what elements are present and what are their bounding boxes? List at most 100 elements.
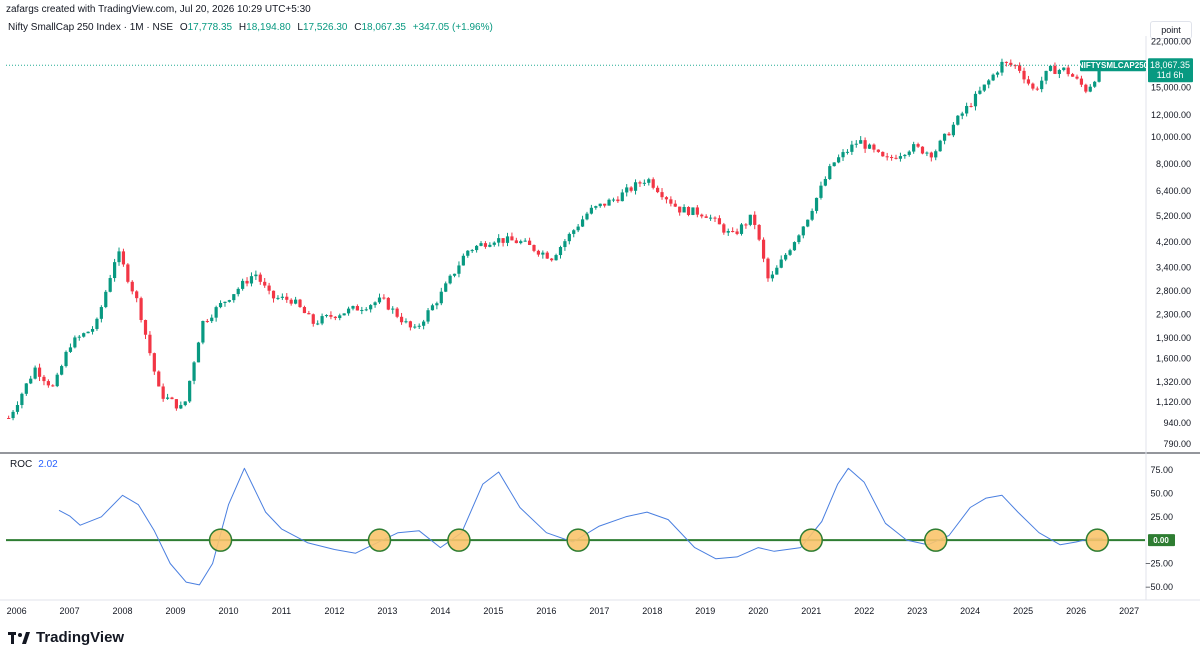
candle-body [991,74,995,81]
high-label: H [238,22,247,33]
candle-body [488,244,492,247]
candle-body [426,310,430,322]
candle-body [973,93,978,107]
candle-body [669,199,673,204]
candle-body [90,328,95,332]
candle-body [965,105,969,114]
candle-body [1088,86,1092,92]
candle-body [938,140,942,152]
candle-body [889,157,894,159]
candle-body [960,113,964,116]
candle-body [673,203,677,207]
price-tick-label: 5,200.00 [1156,211,1191,221]
candle-body [422,321,426,326]
roc-line [58,467,1103,586]
candle-body [554,255,558,261]
roc-tick-label: 75.00 [1150,465,1173,475]
candle-body [417,325,421,327]
candle-body [408,321,412,328]
candle-body [276,297,280,299]
candle-body [651,179,655,188]
candle-body [320,316,324,324]
roc-series: 0.00 [6,467,1175,586]
candle-body [329,315,333,317]
time-tick-label: 2025 [1013,606,1033,616]
candle-body [934,151,938,158]
candle-body [430,305,435,311]
candle-body [757,224,761,240]
candle-body [744,224,748,226]
candle-body [143,319,148,335]
candle-body [316,323,320,325]
candle-body [135,291,139,299]
candle-body [254,274,258,277]
candle-body [148,334,152,354]
candle-body [15,404,20,412]
candle-body [541,252,545,255]
candle-body [42,376,46,382]
candle-body [713,217,717,219]
time-tick-label: 2015 [483,606,503,616]
candle-body [797,235,801,243]
candle-body [947,133,951,136]
candle-body [404,321,408,323]
candle-body [364,309,368,311]
candle-body [1048,65,1053,71]
candle-body [770,274,774,279]
candle-body [894,157,898,159]
candle-body [360,309,364,311]
candle-body [205,320,209,322]
candle-body [214,307,218,318]
candle-body [810,210,814,220]
candle-body [307,313,311,315]
time-axis: 2006 2007 2008 2009 2010 2011 2012 2013 2014 2015… [7,606,1140,616]
candle-body [775,267,779,275]
candle-body [912,144,916,152]
price-tick-label: 790.00 [1163,439,1191,449]
candle-body [550,258,554,261]
time-tick-label: 2006 [7,606,27,616]
time-tick-label: 2023 [907,606,927,616]
zero-cross-marker [447,528,471,552]
candle-body [192,362,196,381]
candle-body [863,140,867,149]
candle-body [881,151,885,157]
candle-body [77,336,81,338]
candle-body [86,331,90,334]
candle-body [828,166,832,179]
candle-body [898,156,903,159]
candle-body [850,144,854,152]
time-tick-label: 2012 [324,606,344,616]
low-value: 17,526.30 [302,22,348,33]
candle-body [263,281,267,286]
candle-body [951,124,956,136]
roc-zero-badge [1148,534,1175,547]
candle-body [788,250,792,255]
candle-body [302,307,307,314]
candle-body [876,149,880,152]
open-label: O [179,22,188,33]
candle-body [298,299,302,308]
candle-body [722,224,726,233]
candle-body [218,302,223,308]
candle-body [492,242,496,245]
roc-name: ROC [10,459,33,470]
brand[interactable]: TradingView [8,629,124,646]
price-tick-label: 12,000.00 [1151,110,1191,120]
candle-body [196,342,201,363]
candle-body [527,240,532,245]
time-tick-label: 2016 [536,606,556,616]
candle-body [708,217,713,219]
candle-body [333,316,337,319]
candle-body [104,291,108,308]
scale-mode-button[interactable]: point [1150,21,1192,39]
candle-body [611,199,616,201]
candle-body [1018,65,1022,71]
candle-body [717,218,722,225]
candle-body [223,301,227,303]
zero-cross-marker [566,528,590,552]
candle-body [395,308,399,317]
candle-body [739,224,744,234]
